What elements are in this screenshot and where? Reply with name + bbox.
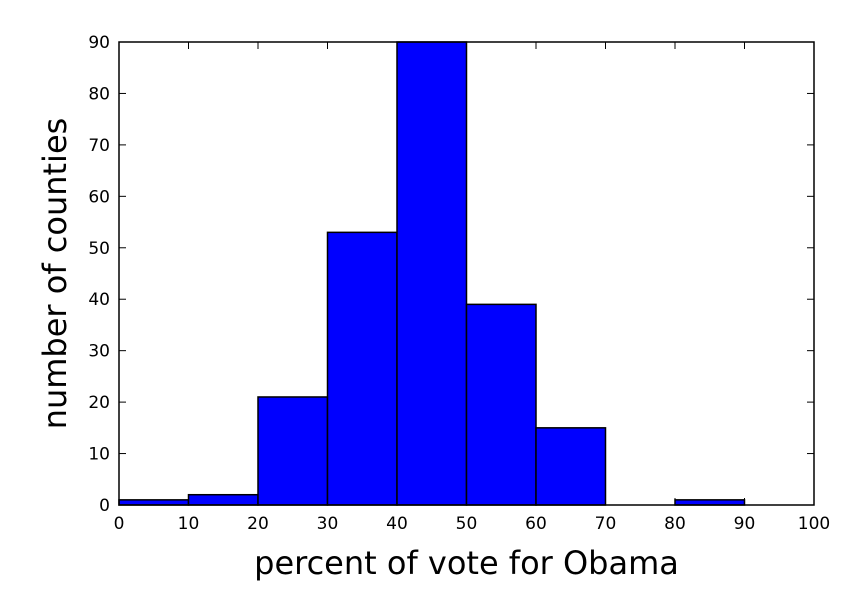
x-axis-ticks: 0 10 20 30 40 50 60 70 80 90 100 bbox=[114, 42, 830, 534]
histogram-bar bbox=[326, 231, 398, 506]
x-tick-label: 60 bbox=[525, 514, 547, 534]
y-tick-label: 30 bbox=[88, 342, 110, 362]
x-tick-label: 10 bbox=[178, 514, 200, 534]
x-tick-label: 50 bbox=[456, 514, 478, 534]
x-tick-label: 0 bbox=[114, 514, 125, 534]
y-tick-label: 70 bbox=[88, 136, 110, 156]
x-tick-label: 100 bbox=[798, 514, 830, 534]
y-tick-label: 20 bbox=[88, 393, 110, 413]
y-tick-label: 10 bbox=[88, 445, 110, 465]
y-tick-label: 80 bbox=[88, 84, 110, 104]
histogram-bar bbox=[465, 303, 537, 506]
histogram-bar bbox=[118, 499, 190, 506]
plot-frame bbox=[118, 41, 815, 506]
histogram-bar bbox=[535, 427, 607, 506]
x-axis-label: percent of vote for Obama bbox=[254, 544, 679, 582]
y-tick-label: 90 bbox=[88, 33, 110, 53]
histogram-bar bbox=[257, 396, 329, 506]
bars-group bbox=[118, 41, 746, 506]
y-axis-ticks: 0 10 20 30 40 50 60 70 80 90 bbox=[88, 33, 814, 516]
x-tick-label: 40 bbox=[386, 514, 408, 534]
y-tick-label: 50 bbox=[88, 239, 110, 259]
x-tick-label: 30 bbox=[317, 514, 339, 534]
histogram-bar bbox=[187, 493, 259, 506]
y-tick-label: 40 bbox=[88, 290, 110, 310]
x-tick-label: 80 bbox=[664, 514, 686, 534]
y-tick-label: 0 bbox=[99, 496, 110, 516]
y-axis-label: number of counties bbox=[36, 118, 74, 430]
x-tick-label: 70 bbox=[595, 514, 617, 534]
x-tick-label: 20 bbox=[247, 514, 269, 534]
y-tick-label: 60 bbox=[88, 187, 110, 207]
histogram-bar bbox=[674, 499, 746, 506]
histogram-bar bbox=[396, 41, 468, 506]
x-tick-label: 90 bbox=[734, 514, 756, 534]
